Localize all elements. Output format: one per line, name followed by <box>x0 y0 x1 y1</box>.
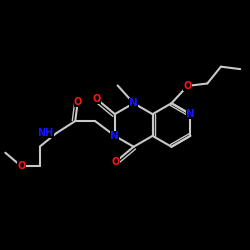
Text: N: N <box>129 98 138 108</box>
Text: N: N <box>110 131 119 141</box>
Text: O: O <box>74 97 82 107</box>
Text: NH: NH <box>38 128 54 138</box>
Text: O: O <box>184 81 192 91</box>
Text: O: O <box>112 156 120 166</box>
Text: N: N <box>186 109 195 119</box>
Text: O: O <box>93 94 101 104</box>
Text: O: O <box>17 161 25 171</box>
